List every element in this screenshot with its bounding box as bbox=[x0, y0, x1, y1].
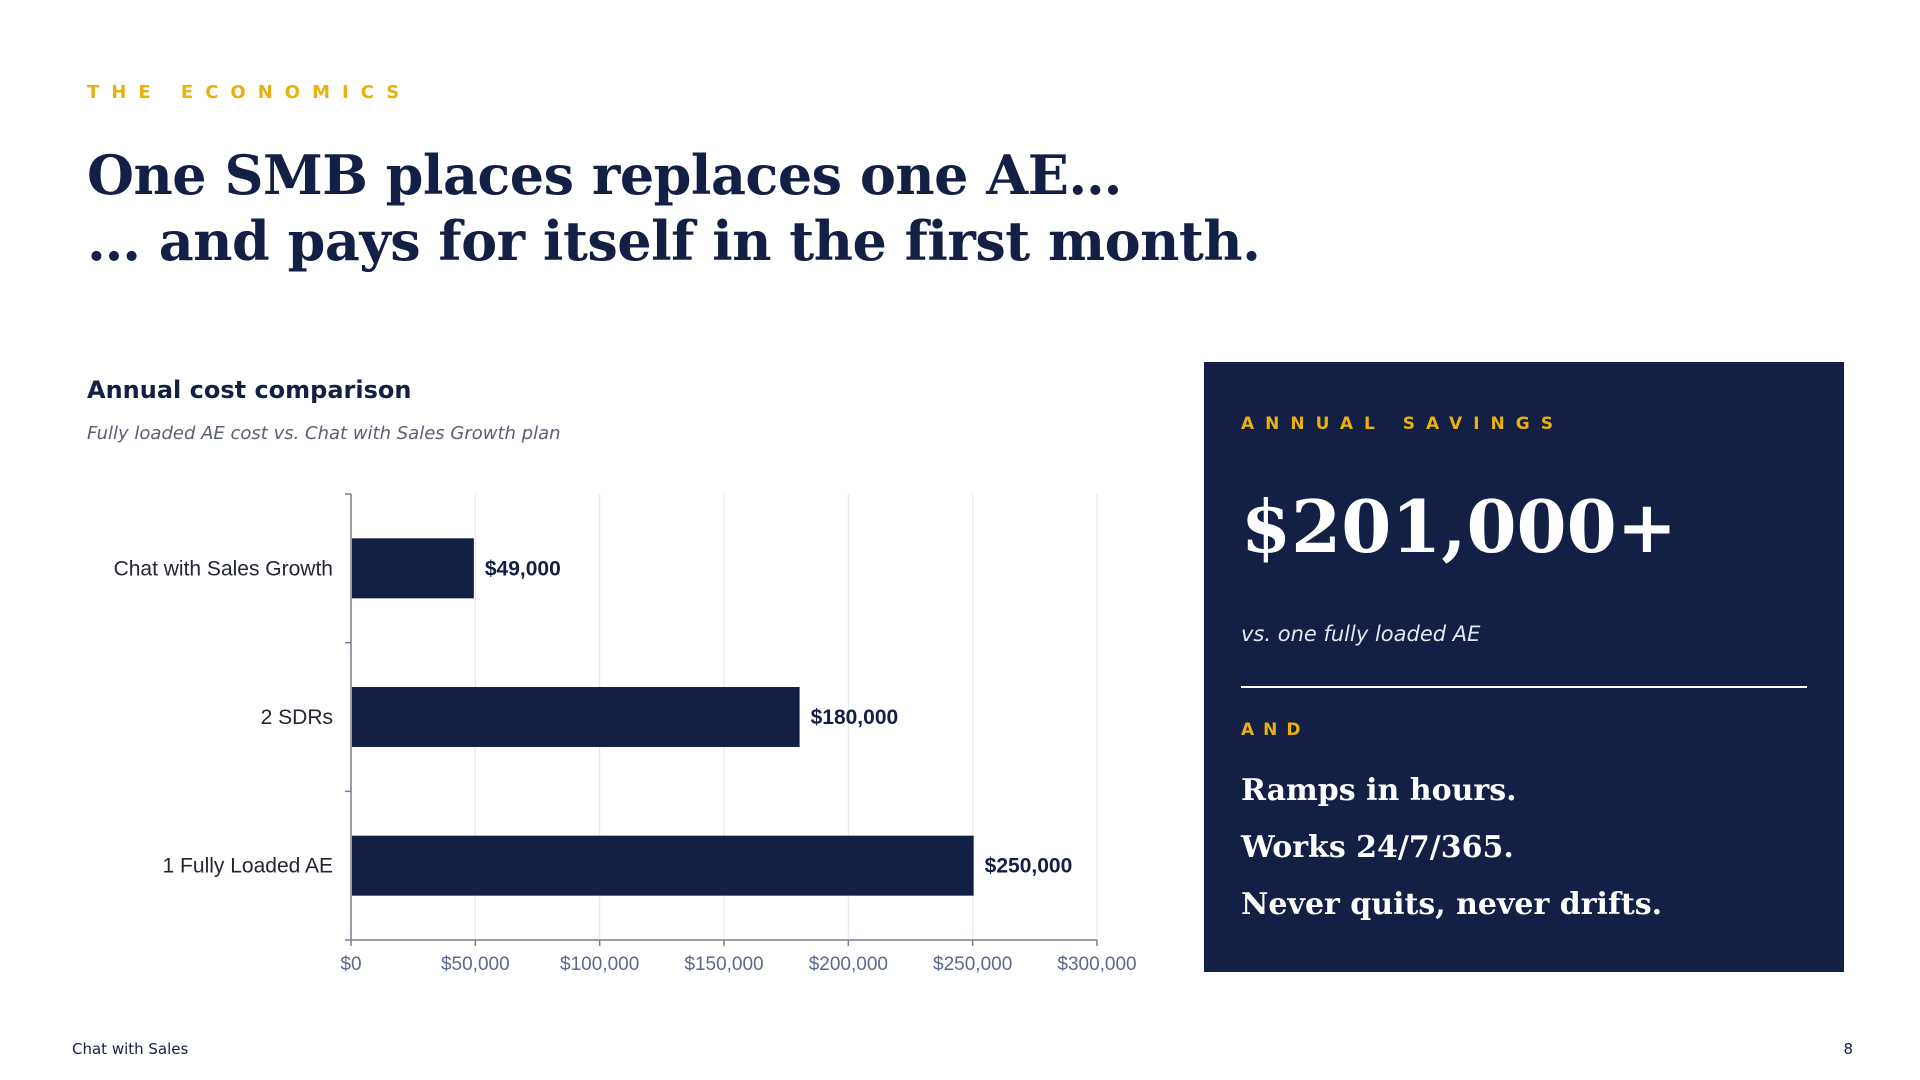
chart-labels: $0 $50,000 $100,000 $150,000 $200,000 $250,00… bbox=[114, 557, 1137, 975]
slide-headline: One SMB places replaces one AE… … and pa… bbox=[87, 142, 1387, 274]
chart-bars bbox=[352, 538, 974, 896]
data-label: $250,000 bbox=[985, 855, 1073, 878]
category-label: 1 Fully Loaded AE bbox=[163, 855, 333, 878]
headline-line-1: One SMB places replaces one AE… bbox=[87, 143, 1122, 207]
bar bbox=[352, 538, 474, 599]
data-label: $49,000 bbox=[485, 557, 561, 580]
benefit-item: Ramps in hours. bbox=[1241, 773, 1517, 808]
savings-panel: ANNUAL SAVINGS $201,000+ vs. one fully l… bbox=[1204, 362, 1844, 972]
x-tick-label: $250,000 bbox=[933, 954, 1012, 975]
x-tick-label: $300,000 bbox=[1057, 954, 1136, 975]
savings-eyebrow: ANNUAL SAVINGS bbox=[1241, 414, 1564, 434]
benefit-item: Works 24/7/365. bbox=[1241, 830, 1514, 865]
page-number: 8 bbox=[1843, 1040, 1853, 1058]
category-label: Chat with Sales Growth bbox=[114, 557, 333, 580]
x-tick-label: $50,000 bbox=[441, 954, 510, 975]
data-label: $180,000 bbox=[811, 706, 899, 729]
x-tick-label: $200,000 bbox=[809, 954, 888, 975]
slide-eyebrow: THE ECONOMICS bbox=[87, 82, 412, 103]
x-tick-label: $100,000 bbox=[560, 954, 639, 975]
benefit-list: Ramps in hours. Works 24/7/365. Never qu… bbox=[1241, 762, 1662, 933]
bar bbox=[352, 835, 974, 896]
x-tick-label: $0 bbox=[340, 954, 361, 975]
x-tick-label: $150,000 bbox=[684, 954, 763, 975]
headline-line-2: … and pays for itself in the first month… bbox=[87, 209, 1261, 273]
footer-brand: Chat with Sales bbox=[72, 1040, 189, 1058]
cost-comparison-chart: $0 $50,000 $100,000 $150,000 $200,000 $250,00… bbox=[114, 493, 1137, 975]
bar bbox=[352, 687, 800, 747]
and-label: AND bbox=[1241, 720, 1310, 740]
chart-subtitle: Fully loaded AE cost vs. Chat with Sales… bbox=[87, 423, 561, 444]
savings-value: $201,000+ bbox=[1241, 484, 1678, 569]
benefit-item: Never quits, never drifts. bbox=[1241, 887, 1663, 922]
panel-divider bbox=[1241, 686, 1807, 688]
savings-caption: vs. one fully loaded AE bbox=[1241, 622, 1481, 646]
chart-title: Annual cost comparison bbox=[87, 376, 412, 404]
chart-axes bbox=[345, 493, 1098, 946]
category-label: 2 SDRs bbox=[261, 706, 333, 729]
